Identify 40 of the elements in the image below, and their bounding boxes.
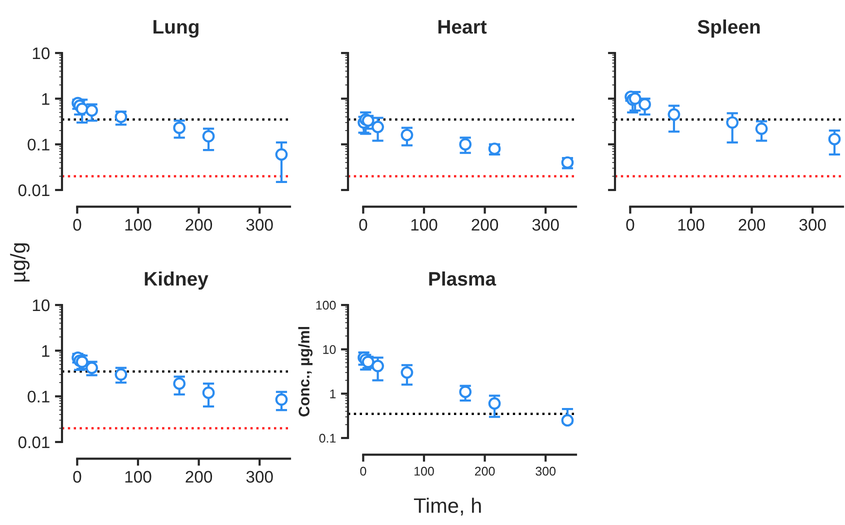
y-tick-label: 100 xyxy=(316,300,336,310)
y-tick-label: 10 xyxy=(323,345,336,354)
y-tick-label: 10 xyxy=(32,47,50,60)
y-axis-title: Conc., µg/ml xyxy=(298,327,313,416)
x-tick-label: 200 xyxy=(186,470,212,483)
y-tick-label: 1 xyxy=(330,390,336,398)
x-tick-label: 300 xyxy=(799,218,826,231)
x-tick-label: 0 xyxy=(73,218,82,231)
y-tick-label: 0.01 xyxy=(18,184,50,196)
x-tick-label: 300 xyxy=(246,218,273,231)
x-tick-label: 100 xyxy=(125,218,152,231)
x-tick-label: 0 xyxy=(359,218,368,231)
x-tick-label: 0 xyxy=(73,470,82,483)
x-tick-label: 300 xyxy=(246,470,273,483)
x-tick-label: 200 xyxy=(472,218,498,231)
chart-title: Heart xyxy=(438,20,487,34)
chart-title: Plasma xyxy=(429,271,496,286)
y-tick-label: 10 xyxy=(32,299,50,312)
y-tick-label: 0.1 xyxy=(28,390,50,403)
x-axis-title: Time, h xyxy=(414,498,481,516)
x-tick-label: 100 xyxy=(414,466,434,476)
y-tick-label: 1 xyxy=(42,345,50,357)
chart-title: Spleen xyxy=(698,19,760,38)
x-tick-label: 200 xyxy=(738,218,766,231)
chart-title: Kidney xyxy=(144,271,208,290)
y-tick-label: 0.1 xyxy=(319,434,336,443)
x-tick-label: 300 xyxy=(532,218,559,231)
x-tick-label: 100 xyxy=(125,470,152,483)
y-tick-label: 1 xyxy=(42,93,50,105)
x-tick-label: 0 xyxy=(360,466,366,476)
x-tick-label: 100 xyxy=(411,218,438,231)
x-tick-label: 300 xyxy=(536,466,556,476)
x-tick-label: 0 xyxy=(626,218,634,231)
x-tick-label: 100 xyxy=(678,218,704,231)
y-tick-label: 0.01 xyxy=(18,436,50,448)
y-tick-label: 0.1 xyxy=(28,138,50,151)
y-axis-title: µg/g xyxy=(10,243,30,282)
x-tick-label: 200 xyxy=(475,466,495,476)
x-tick-label: 200 xyxy=(186,218,212,231)
chart-title: Lung xyxy=(154,20,198,38)
